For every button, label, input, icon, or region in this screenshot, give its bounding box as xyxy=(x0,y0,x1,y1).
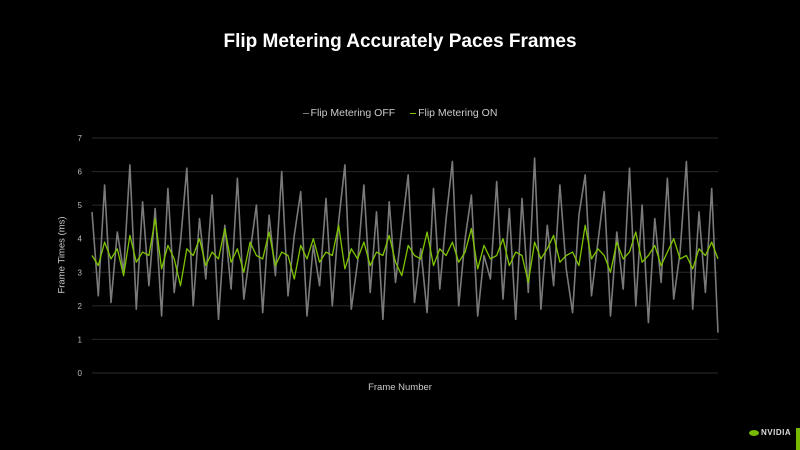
y-tick-label: 4 xyxy=(78,235,83,244)
legend-label-off: Flip Metering OFF xyxy=(310,107,396,119)
series-line-flip-metering-on xyxy=(91,217,719,287)
legend-item-on: Flip Metering ON xyxy=(410,107,497,119)
chart-title: Flip Metering Accurately Paces Frames xyxy=(223,31,577,52)
accent-bar xyxy=(796,428,800,450)
x-axis-label: Frame Number xyxy=(368,382,432,393)
y-axis-label: Frame Times (ms) xyxy=(56,216,68,294)
y-tick-label: 3 xyxy=(78,268,83,277)
nvidia-eye-icon xyxy=(749,429,759,436)
legend: Flip Metering OFF Flip Metering ON xyxy=(0,107,800,119)
y-tick-label: 6 xyxy=(78,168,83,177)
legend-item-off: Flip Metering OFF xyxy=(302,107,396,119)
legend-label-on: Flip Metering ON xyxy=(418,107,498,119)
legend-swatch-off xyxy=(302,112,309,114)
y-tick-label: 7 xyxy=(78,134,83,143)
legend-swatch-on xyxy=(410,112,417,114)
y-tick-label: 2 xyxy=(78,302,83,311)
y-tick-label: 0 xyxy=(78,369,83,378)
y-tick-label: 1 xyxy=(78,335,83,344)
nvidia-logo: NVIDIA xyxy=(749,428,791,437)
y-tick-label: 5 xyxy=(78,201,83,210)
series-line-flip-metering-off xyxy=(91,157,719,333)
